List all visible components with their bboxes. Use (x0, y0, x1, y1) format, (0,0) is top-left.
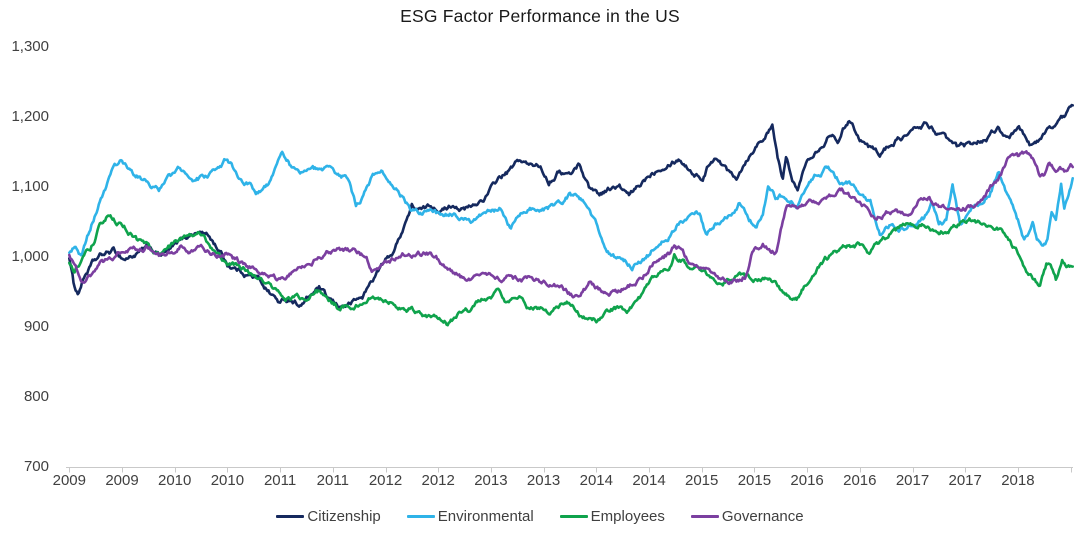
x-axis-tick-label: 2009 (105, 472, 139, 489)
legend-label: Governance (721, 508, 804, 525)
x-axis-tick-label: 2014 (632, 472, 666, 489)
y-axis-tick-label: 900 (23, 317, 49, 335)
y-axis-tick-label: 800 (23, 387, 49, 405)
x-axis-tick-label: 2013 (526, 472, 561, 489)
x-axis-tick-label: 2012 (368, 472, 403, 489)
x-axis-tick-label: 2017 (948, 472, 982, 489)
legend-label: Citizenship (307, 508, 381, 525)
x-axis-tick-label: 2018 (1001, 472, 1035, 489)
x-axis-tick-label: 2012 (421, 472, 455, 489)
x-axis-tick-label: 2011 (316, 472, 349, 489)
x-axis-tick-label: 2016 (843, 472, 877, 489)
legend-item-governance: Governance (690, 508, 804, 525)
legend-line-swatch-icon (276, 514, 305, 519)
chart-title: ESG Factor Performance in the US (400, 6, 680, 26)
legend-item-environmental: Environmental (406, 508, 534, 525)
x-axis-tick-label: 2017 (895, 472, 930, 489)
legend-label: Environmental (437, 508, 534, 525)
x-axis-tick-label: 2015 (737, 472, 772, 489)
legend-label: Employees (590, 508, 665, 525)
legend: Citizenship Environmental Employees Governa… (0, 508, 1080, 525)
legend-line-swatch-icon (406, 514, 435, 519)
x-axis-tick-label: 2015 (685, 472, 719, 489)
legend-line-swatch-icon (690, 514, 719, 519)
x-axis-tick-label: 2009 (52, 472, 86, 489)
x-axis-tick-label: 2011 (263, 472, 297, 489)
x-axis-tick-label: 2016 (790, 472, 824, 489)
y-axis-tick-label: 1,300 (11, 37, 49, 55)
y-axis-tick-label: 1,100 (11, 177, 49, 195)
x-axis-tick-label: 2014 (579, 472, 613, 489)
x-axis-tick-label: 2010 (210, 472, 245, 489)
legend-item-citizenship: Citizenship (276, 508, 381, 525)
x-axis-tick-label: 2010 (158, 472, 192, 489)
y-axis-tick-label: 700 (23, 458, 49, 475)
x-axis-tick-label: 2013 (474, 472, 508, 489)
legend-line-swatch-icon (559, 514, 588, 519)
legend-item-employees: Employees (559, 508, 665, 525)
y-axis-tick-label: 1,000 (11, 247, 49, 265)
y-axis-tick-label: 1,200 (11, 107, 49, 125)
